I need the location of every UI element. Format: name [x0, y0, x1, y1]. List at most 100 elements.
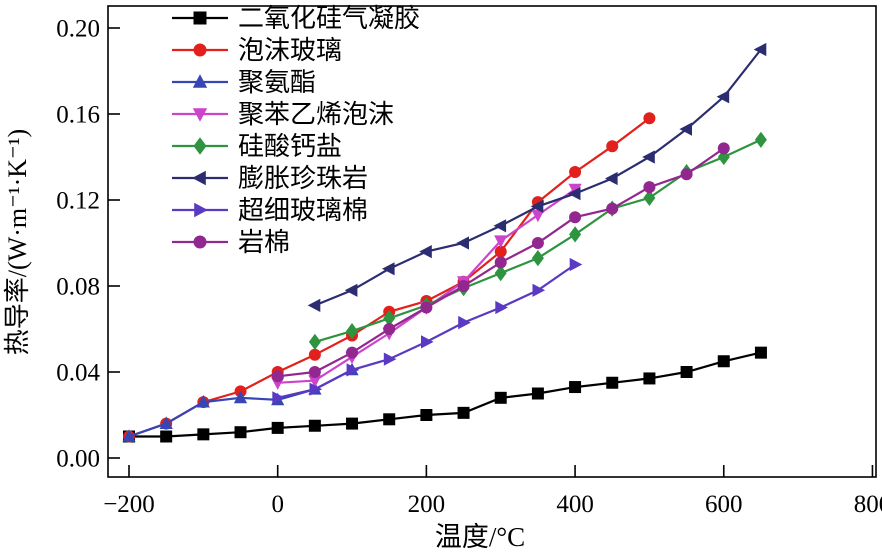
data-point	[382, 262, 395, 276]
data-point	[717, 355, 730, 368]
data-point	[346, 417, 359, 430]
data-point	[754, 346, 767, 359]
legend-item-0: 二氧化硅气凝胶	[172, 4, 420, 33]
data-point	[234, 426, 247, 439]
data-point	[531, 250, 544, 267]
data-point	[606, 140, 619, 153]
data-point	[233, 390, 248, 404]
data-point	[493, 219, 507, 233]
data-point	[494, 256, 507, 269]
series-0	[123, 346, 767, 443]
legend-label: 聚氨酯	[238, 68, 316, 97]
data-point	[531, 209, 545, 223]
data-point	[192, 108, 208, 122]
data-point	[193, 235, 207, 249]
legend-item-5: 膨胀珍珠岩	[172, 164, 368, 193]
data-point	[567, 187, 581, 201]
data-point	[494, 265, 507, 282]
legend-item-2: 聚氨酯	[172, 68, 316, 97]
data-point	[308, 366, 321, 378]
data-point	[495, 300, 508, 315]
legend-label: 超细玻璃棉	[238, 196, 368, 225]
data-point	[122, 429, 136, 442]
legend-item-6: 超细玻璃棉	[172, 196, 368, 225]
data-point	[753, 42, 767, 57]
data-point	[754, 131, 767, 148]
x-axis: −200 0 200 400 600 800 温度/°C	[103, 465, 882, 552]
data-point	[569, 166, 582, 179]
legend-item-4: 硅酸钙盐	[172, 132, 342, 161]
data-point	[569, 211, 582, 224]
x-tick-label: 200	[408, 491, 446, 518]
data-point	[494, 245, 507, 258]
legend-item-7: 岩棉	[172, 228, 290, 257]
data-point	[532, 283, 546, 297]
y-axis-title: 热导率/(W·m⁻¹·K⁻¹)	[3, 129, 32, 355]
y-tick-label: 0.00	[56, 446, 100, 473]
data-point	[308, 348, 321, 361]
data-point	[271, 421, 284, 434]
data-point	[346, 323, 358, 340]
data-point	[457, 280, 470, 292]
data-point	[160, 430, 173, 443]
y-tick-label: 0.12	[56, 188, 100, 215]
y-axis: 0.00 0.04 0.08 0.12 0.16 0.20 热导率/(W·m⁻¹·K⁻¹)	[3, 16, 120, 473]
data-point	[194, 202, 208, 218]
plot-border	[107, 5, 877, 478]
data-point	[494, 235, 508, 248]
data-point	[271, 370, 284, 383]
data-point	[383, 413, 396, 426]
data-point	[569, 226, 582, 243]
legend-label: 硅酸钙盐	[238, 132, 342, 161]
data-point	[531, 237, 544, 249]
data-point	[419, 245, 432, 259]
series-6	[272, 257, 583, 405]
data-point	[383, 310, 396, 327]
data-point	[717, 142, 730, 155]
series-5	[307, 42, 767, 312]
x-tick-label: 600	[705, 491, 743, 518]
data-point	[457, 406, 470, 419]
data-point	[307, 298, 321, 312]
series-7	[271, 142, 730, 383]
data-point	[192, 170, 206, 186]
legend-item-3: 聚苯乙烯泡沫	[172, 100, 394, 129]
legend-item-1: 泡沫玻璃	[172, 36, 342, 65]
data-point	[346, 363, 360, 377]
data-point	[643, 112, 656, 125]
data-point	[421, 335, 434, 349]
data-point	[309, 382, 323, 396]
y-tick-label: 0.04	[56, 360, 100, 387]
data-point	[346, 346, 359, 359]
legend-label: 聚苯乙烯泡沫	[238, 100, 394, 129]
x-tick-label: 0	[271, 491, 284, 518]
legend-label: 岩棉	[238, 228, 290, 257]
data-point	[569, 381, 582, 394]
x-tick-label: 400	[556, 491, 594, 518]
data-point	[193, 137, 207, 155]
y-tick-label: 0.16	[56, 102, 100, 129]
data-point	[606, 376, 619, 389]
x-axis-title: 温度/°C	[435, 522, 525, 552]
data-point	[383, 323, 396, 335]
data-point	[716, 90, 730, 104]
data-point	[192, 74, 208, 88]
data-point	[680, 168, 693, 181]
data-point	[383, 352, 397, 366]
data-point	[643, 189, 656, 206]
data-point	[606, 202, 619, 215]
data-point	[308, 419, 321, 432]
data-point	[456, 236, 469, 250]
data-point	[605, 171, 618, 186]
data-point	[680, 366, 693, 378]
data-point	[344, 283, 358, 297]
legend-label: 二氧化硅气凝胶	[238, 4, 420, 33]
legend-label: 泡沫玻璃	[238, 36, 342, 65]
data-point	[458, 315, 471, 330]
y-tick-label: 0.20	[56, 16, 100, 43]
